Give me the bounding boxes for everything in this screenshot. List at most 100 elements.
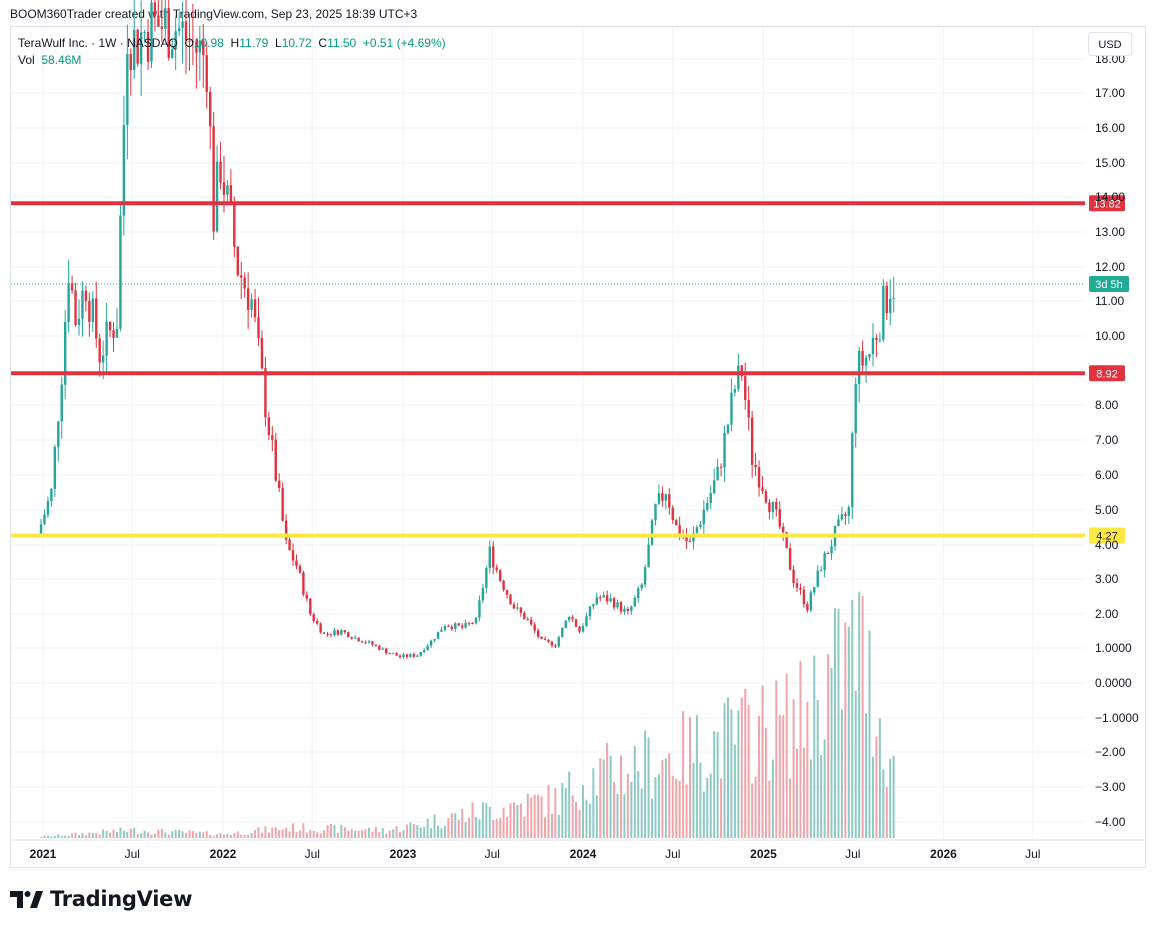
candle-body (84, 290, 88, 302)
candle-body (554, 645, 557, 647)
volume-bar (706, 777, 709, 838)
candle-body (333, 630, 336, 635)
volume-bar (889, 758, 892, 838)
volume-bar (388, 830, 391, 838)
volume-bar (115, 832, 118, 838)
candle-body (364, 642, 367, 644)
candle-body (702, 509, 706, 525)
candle-body (343, 630, 347, 633)
volume-bar (737, 710, 740, 838)
volume-bar (571, 795, 574, 838)
candle-body (278, 480, 281, 488)
volume-bar (492, 820, 495, 838)
volume-bar (160, 828, 163, 838)
candle-body (57, 421, 60, 447)
volume-bar (764, 727, 767, 838)
currency-selector[interactable]: USD (1088, 32, 1132, 56)
candle-body (391, 653, 395, 655)
candle-body (212, 126, 215, 232)
volume-bar (695, 715, 698, 838)
candle-body (181, 21, 184, 28)
volume-bar (637, 770, 640, 838)
candle-body (433, 638, 436, 641)
candle-body (443, 626, 447, 630)
candle-body (778, 509, 781, 527)
candle-body (567, 617, 571, 621)
volume-bar (771, 759, 774, 838)
tradingview-logo[interactable]: TradingView (10, 884, 192, 914)
volume-bar (46, 835, 49, 838)
candle-body (661, 493, 664, 501)
volume-bar (689, 717, 692, 838)
candle-body (733, 389, 737, 393)
candle-body (322, 632, 326, 634)
last-price-badge (1089, 276, 1129, 292)
candle-body (709, 493, 712, 504)
candle-body (740, 365, 743, 377)
y-tick-label: −3.00 (1095, 780, 1126, 794)
candle-body (623, 608, 626, 612)
x-tick-label: 2024 (570, 847, 597, 861)
volume-bar (778, 714, 781, 838)
x-tick-label: Jul (125, 847, 140, 861)
candle-body (115, 328, 119, 338)
candle-body (782, 526, 785, 533)
candle-body (688, 541, 692, 543)
volume-bar (657, 774, 660, 838)
candle-body (219, 161, 222, 183)
candle-body (868, 353, 871, 358)
volume-bar (499, 817, 502, 838)
volume-bar (619, 755, 622, 838)
candle-body (685, 536, 688, 542)
candle-body (464, 622, 467, 628)
y-tick-label: 1.0000 (1095, 641, 1132, 655)
volume-bar (167, 834, 170, 838)
candle-body (164, 8, 167, 29)
candle-body (640, 584, 643, 589)
candle-body (764, 491, 768, 503)
volume-bar (236, 831, 239, 838)
volume-bar (868, 630, 871, 838)
volume-bar (668, 753, 671, 838)
candle-body (512, 604, 516, 609)
volume-bar (419, 827, 422, 838)
candle-body (536, 630, 540, 637)
volume-bar (126, 832, 129, 838)
candle-body (378, 645, 381, 650)
volume-bar (53, 835, 56, 838)
x-tick-label: 2026 (930, 847, 957, 861)
volume-bar (371, 831, 374, 838)
volume-bar (91, 832, 94, 838)
volume-bar (350, 828, 353, 838)
candle-body (844, 514, 847, 516)
x-tick-label: 2021 (30, 847, 57, 861)
volume-bar (119, 827, 122, 838)
volume-bar (809, 759, 812, 838)
candle-body (374, 644, 378, 646)
candle-body (139, 32, 143, 64)
volume-bar (550, 813, 553, 838)
chart-frame[interactable] (10, 26, 1146, 868)
volume-bar (751, 783, 754, 838)
volume-bar (847, 626, 850, 838)
candle-body (706, 503, 709, 510)
candle-body (398, 655, 402, 658)
volume-bar (333, 824, 336, 838)
candle-body (326, 633, 329, 635)
candles (39, 0, 895, 660)
volume-bar (830, 667, 833, 838)
y-tick-label: −4.00 (1095, 815, 1126, 829)
y-tick-label: 7.00 (1095, 433, 1119, 447)
candle-body (447, 626, 450, 628)
candle-body (271, 435, 274, 440)
volume-bar (295, 832, 298, 838)
volume-bar (858, 591, 861, 838)
volume-bar (775, 680, 778, 838)
volume-bar (374, 826, 377, 838)
volume-bar (782, 715, 785, 838)
volume-bar (150, 834, 153, 838)
candle-body (167, 8, 170, 58)
candle-body (222, 182, 226, 195)
y-tick-label: 10.00 (1095, 329, 1125, 343)
